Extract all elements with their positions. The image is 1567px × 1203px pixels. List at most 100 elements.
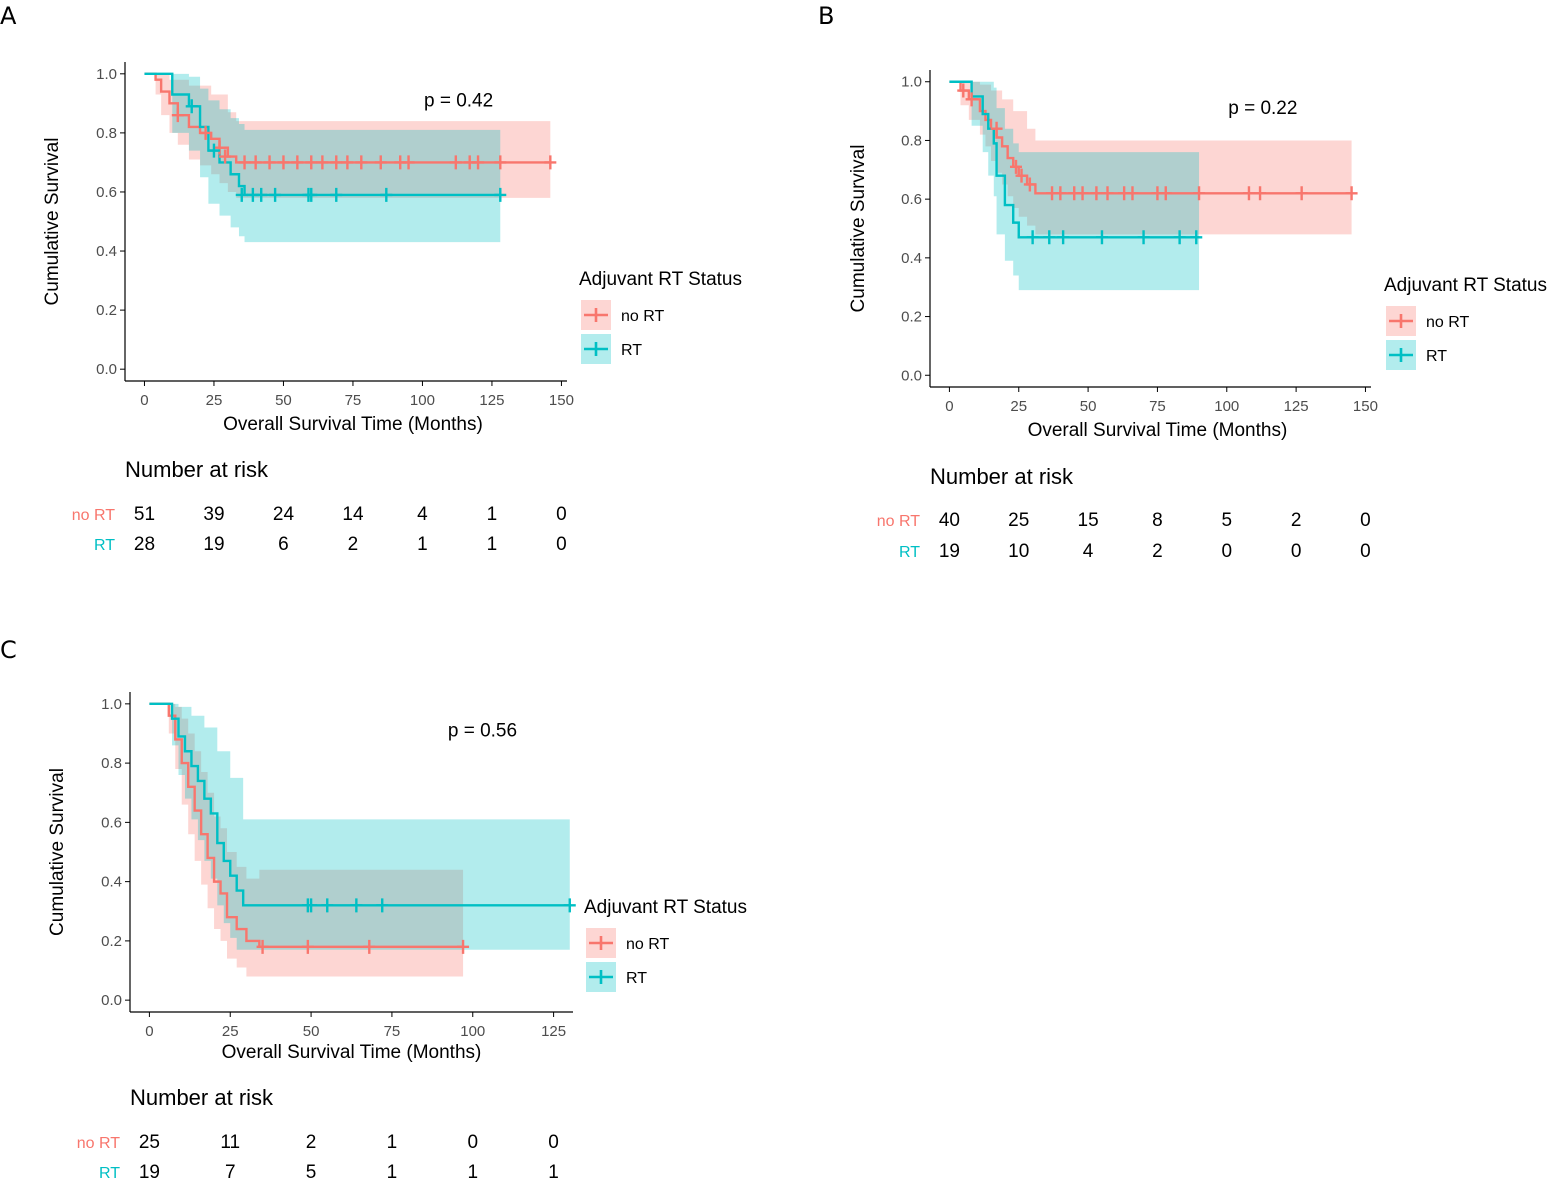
y-tick-label: 0.2	[96, 302, 117, 319]
y-tick-label: 0.8	[96, 125, 117, 142]
risk-count: 19	[139, 1162, 160, 1183]
censor-mark-no-rt	[256, 939, 269, 954]
risk-count: 40	[939, 510, 960, 531]
risk-count: 15	[1078, 510, 1099, 531]
censor-mark-no-rt	[330, 155, 343, 170]
censor-mark-rt	[330, 187, 343, 202]
panel-label: A	[0, 2, 17, 30]
y-tick-label: 0.6	[96, 184, 117, 201]
y-tick-label: 0.6	[901, 191, 922, 208]
y-axis-title: Cumulative Survival	[42, 138, 63, 306]
censor-mark-no-rt	[1295, 186, 1308, 201]
risk-count: 6	[278, 534, 289, 555]
censor-mark-no-rt	[1254, 186, 1267, 201]
censor-mark-no-rt	[1054, 186, 1067, 201]
x-tick-label: 50	[275, 392, 292, 409]
p-value-label: p = 0.22	[1228, 98, 1297, 119]
x-tick-label: 75	[345, 392, 362, 409]
risk-count: 5	[1221, 510, 1232, 531]
y-tick-label: 0.4	[901, 250, 922, 267]
legend: Adjuvant RT Status no RT RT	[1384, 275, 1547, 370]
risk-count: 0	[1360, 510, 1371, 531]
censor-mark-no-rt	[494, 155, 507, 170]
censor-mark-rt	[1057, 230, 1070, 245]
censor-mark-no-rt	[1009, 159, 1022, 174]
y-tick-label: 0.2	[101, 933, 122, 950]
censor-mark-no-rt	[219, 149, 232, 164]
risk-count: 0	[556, 504, 567, 525]
legend-entry-label: RT	[621, 342, 642, 359]
confidence-band-no-rt	[949, 81, 1352, 235]
risk-count: 1	[487, 534, 498, 555]
censor-mark-no-rt	[213, 140, 226, 155]
censor-mark-no-rt	[990, 121, 1003, 136]
censor-mark-rt	[269, 187, 282, 202]
risk-count: 24	[273, 504, 295, 525]
censor-mark-rt	[305, 898, 318, 913]
x-tick-label: 0	[945, 398, 953, 415]
risk-count: 0	[1221, 541, 1232, 562]
y-tick-label: 0.8	[101, 755, 122, 772]
risk-table-title: Number at risk	[930, 464, 1074, 489]
legend-key-line	[589, 970, 613, 984]
x-tick-label: 150	[549, 392, 574, 409]
x-tick-label: 125	[541, 1023, 566, 1040]
risk-row-label: RT	[94, 537, 115, 554]
risk-row-label: no RT	[877, 513, 921, 530]
km-panel-a: A0.00.20.40.60.81.00 25 50 75 100 125 150Cumul…	[0, 2, 742, 555]
y-axis-title: Cumulative Survival	[47, 768, 68, 936]
censor-mark-no-rt	[957, 83, 970, 98]
risk-count: 28	[134, 534, 155, 555]
panel-label: C	[0, 636, 17, 664]
confidence-band-no-rt	[144, 73, 551, 198]
risk-count: 14	[342, 504, 364, 525]
panel-label: B	[818, 2, 834, 30]
risk-count: 51	[134, 504, 155, 525]
censor-mark-rt	[1137, 230, 1150, 245]
x-tick-label: 125	[1284, 398, 1309, 415]
censor-mark-no-rt	[449, 155, 462, 170]
censor-mark-no-rt	[277, 155, 290, 170]
risk-count: 0	[1360, 541, 1371, 562]
censor-mark-no-rt	[402, 155, 415, 170]
x-tick-label: 100	[1214, 398, 1239, 415]
legend-entry-label: RT	[1426, 348, 1447, 365]
censor-mark-rt	[380, 187, 393, 202]
censor-mark-no-rt	[1159, 186, 1172, 201]
confidence-band-rt	[149, 703, 570, 950]
y-tick-label: 0.0	[96, 361, 117, 378]
risk-count: 1	[467, 1162, 478, 1183]
legend: Adjuvant RT Status no RT RT	[584, 897, 747, 992]
legend-key-line	[584, 342, 608, 356]
km-panel-c: C0.00.20.40.60.81.00 25 50 75 100 125Cumulati…	[0, 636, 747, 1183]
censor-mark-no-rt	[305, 155, 318, 170]
censor-mark-no-rt	[1015, 168, 1028, 183]
risk-table: Number at risk no RT 40 25 15 8 5 2 0 RT 19 10 4 2 0 0 0	[877, 464, 1371, 562]
censor-mark-rt	[376, 898, 389, 913]
risk-count: 1	[387, 1162, 398, 1183]
x-tick-label: 150	[1353, 398, 1378, 415]
censor-mark-no-rt	[1242, 186, 1255, 201]
censor-mark-no-rt	[363, 939, 376, 954]
risk-count: 2	[348, 534, 359, 555]
censor-mark-rt	[305, 187, 318, 202]
x-tick-label: 125	[479, 392, 504, 409]
risk-count: 0	[556, 534, 567, 555]
y-tick-label: 0.4	[96, 243, 117, 260]
legend: Adjuvant RT Status no RT RT	[579, 269, 742, 364]
x-tick-label: 50	[303, 1023, 320, 1040]
censor-mark-rt	[255, 187, 268, 202]
y-axis-title: Cumulative Survival	[848, 145, 869, 313]
censor-mark-rt	[321, 898, 334, 913]
x-tick-label: 25	[1010, 398, 1027, 415]
censor-mark-no-rt	[1193, 186, 1206, 201]
censor-mark-no-rt	[1076, 186, 1089, 201]
censor-mark-rt	[494, 187, 507, 202]
risk-table: Number at risk no RT 51 39 24 14 4 1 0 RT 28 19 6 2 1 1…	[72, 457, 567, 555]
legend-entry-label: no RT	[626, 936, 670, 953]
censor-mark-no-rt	[291, 155, 304, 170]
survival-line-rt	[149, 702, 570, 907]
risk-count: 11	[220, 1132, 240, 1153]
